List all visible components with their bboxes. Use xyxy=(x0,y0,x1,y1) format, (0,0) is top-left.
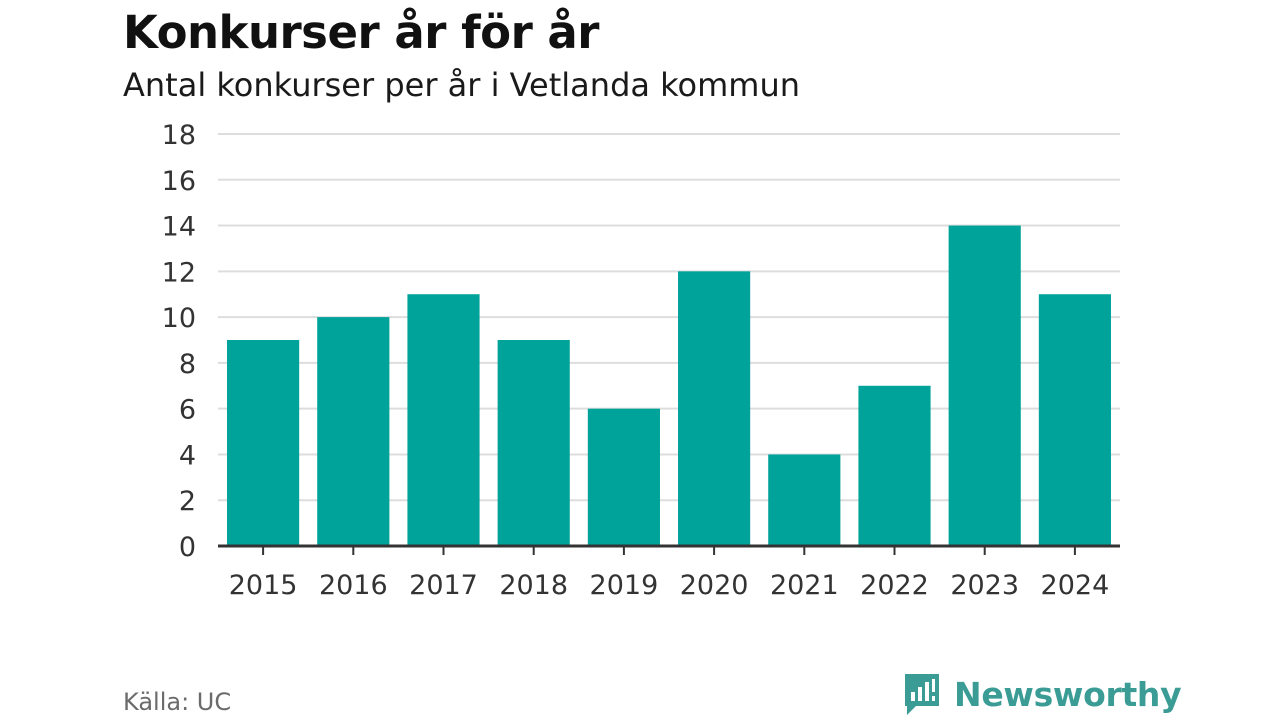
x-tick-label: 2020 xyxy=(680,570,749,601)
brand-name: Newsworthy xyxy=(954,674,1182,714)
y-tick-label: 0 xyxy=(179,532,196,563)
bar-2021 xyxy=(768,454,841,546)
bars xyxy=(227,225,1111,547)
x-tick-label: 2023 xyxy=(950,570,1019,601)
x-tick-label: 2022 xyxy=(860,570,929,601)
x-tick-label: 2024 xyxy=(1041,570,1110,601)
x-tick-label: 2017 xyxy=(409,570,478,601)
y-tick-label: 10 xyxy=(162,303,196,334)
y-tick-label: 8 xyxy=(179,349,196,380)
y-tick-label: 14 xyxy=(162,212,196,243)
bar-2015 xyxy=(227,340,300,546)
bar-2020 xyxy=(678,271,751,546)
bar-2019 xyxy=(587,408,660,546)
x-tick-label: 2021 xyxy=(770,570,839,601)
bar-2022 xyxy=(858,385,931,546)
y-tick-label: 4 xyxy=(179,440,196,471)
bar-chart: 0 2 4 6 8 10 12 14 16 18 2015 2016 2017 2018 2019 2020 2… xyxy=(162,120,1120,601)
y-tick-label: 18 xyxy=(162,120,196,151)
chart-title: Konkurser år för år xyxy=(123,6,600,59)
x-tick-label: 2018 xyxy=(499,570,568,601)
y-tick-label: 16 xyxy=(162,166,196,197)
source-note: Källa: UC xyxy=(123,688,232,716)
bar-2018 xyxy=(497,340,570,546)
x-tick-label: 2019 xyxy=(590,570,659,601)
y-tick-label: 12 xyxy=(162,257,196,288)
axes: 0 2 4 6 8 10 12 14 16 18 2015 2016 2017 2018 2019 2020 2… xyxy=(162,120,1120,601)
x-tick-label: 2015 xyxy=(229,570,298,601)
bar-2024 xyxy=(1038,294,1111,546)
bar-2017 xyxy=(407,294,480,546)
brand-logo[interactable]: Newsworthy xyxy=(902,670,1182,718)
y-tick-label: 6 xyxy=(179,395,196,426)
bar-2023 xyxy=(948,225,1021,547)
newsworthy-logo-icon xyxy=(905,674,939,715)
bar-2016 xyxy=(317,317,390,546)
y-tick-label: 2 xyxy=(179,486,196,517)
chart-subtitle: Antal konkurser per år i Vetlanda kommun xyxy=(123,66,801,104)
x-tick-label: 2016 xyxy=(319,570,388,601)
